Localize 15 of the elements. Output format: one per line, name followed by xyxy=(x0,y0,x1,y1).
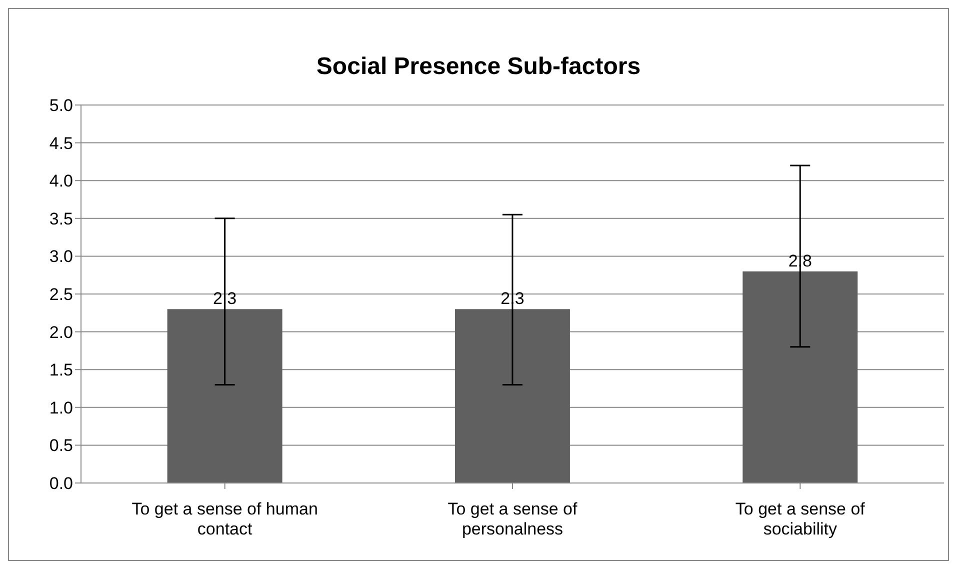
y-tick-label: 4.5 xyxy=(49,134,73,153)
x-tick-label: To get a sense of sociability xyxy=(735,499,866,539)
y-tick-label: 2.0 xyxy=(49,322,73,342)
y-tick-label: 0.5 xyxy=(49,436,73,456)
x-tick-label: To get a sense of human contact xyxy=(132,499,318,539)
y-tick-label: 4.0 xyxy=(49,172,73,191)
y-tick-label: 2.5 xyxy=(49,285,73,304)
x-tick-label: To get a sense of personalness xyxy=(448,499,578,539)
y-tick-label: 0.0 xyxy=(49,474,73,494)
y-tick-label: 3.0 xyxy=(49,247,73,266)
y-tick-label: 1.0 xyxy=(49,398,73,418)
y-tick-label: 1.5 xyxy=(49,360,73,380)
y-tick-label: 5.0 xyxy=(49,96,73,116)
chart-title: Social Presence Sub-factors xyxy=(315,53,642,82)
y-tick-label: 3.5 xyxy=(49,209,73,228)
